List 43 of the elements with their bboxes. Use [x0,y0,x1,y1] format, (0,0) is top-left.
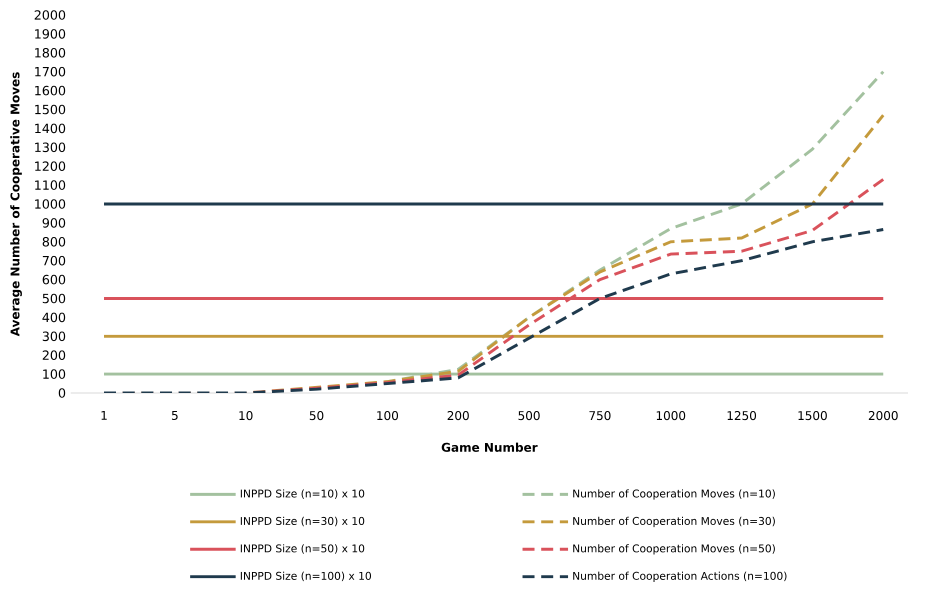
legend-label: INPPD Size (n=50) x 10 [240,544,364,554]
x-tick-label: 1250 [728,411,756,420]
y-tick-label: 1700 [35,66,66,76]
y-tick-label: 1100 [35,180,66,190]
legend-label: Number of Cooperation Moves (n=10) [573,489,775,500]
legend-label: Number of Cooperation Actions (n=100) [573,572,786,582]
y-tick-label: 800 [42,236,66,247]
x-tick-label: 1000 [656,411,686,420]
x-tick-label: 5 [172,411,178,420]
x-tick-label: 100 [377,411,398,420]
legend-label: Number of Cooperation Moves (n=50) [573,544,775,555]
y-tick-label: 600 [42,274,66,284]
y-tick-label: 700 [42,256,66,266]
y-axis-title: Average Number of Cooperative Moves [10,72,22,336]
x-tick-label: 1 [102,411,107,420]
y-tick-label: 1200 [35,161,66,171]
x-tick-label: 10 [239,411,253,420]
x-tick-label: 1500 [798,411,827,420]
legend-label: INPPD Size (n=10) x 10 [240,489,364,499]
y-tick-label: 0 [58,388,66,398]
x-tick-label: 2000 [868,411,898,420]
y-tick-label: 300 [42,331,66,342]
y-tick-label: 100 [43,369,66,379]
y-tick-label: 1600 [35,86,66,96]
x-tick-label: 500 [518,411,540,420]
x-tick-label: 50 [310,411,324,420]
y-tick-label: 1900 [35,29,66,39]
y-tick-label: 900 [42,218,66,228]
legend-label: INPPD Size (n=30) x 10 [240,516,364,526]
y-tick-label: 200 [42,350,66,360]
y-tick-label: 500 [42,294,66,304]
x-tick-label: 200 [448,411,469,420]
y-tick-label: 1300 [35,142,66,152]
y-tick-label: 2000 [34,10,66,20]
x-tick-label: 750 [589,411,611,420]
y-tick-label: 1400 [35,124,66,134]
legend-label: INPPD Size (n=100) x 10 [240,572,372,582]
x-axis-title: Game Number [442,442,538,452]
legend-label: Number of Cooperation Moves (n=30) [573,516,775,528]
y-tick-label: 1500 [35,104,66,114]
y-tick-label: 400 [42,312,66,322]
y-tick-label: 1800 [35,48,66,58]
y-tick-label: 1000 [35,199,66,209]
